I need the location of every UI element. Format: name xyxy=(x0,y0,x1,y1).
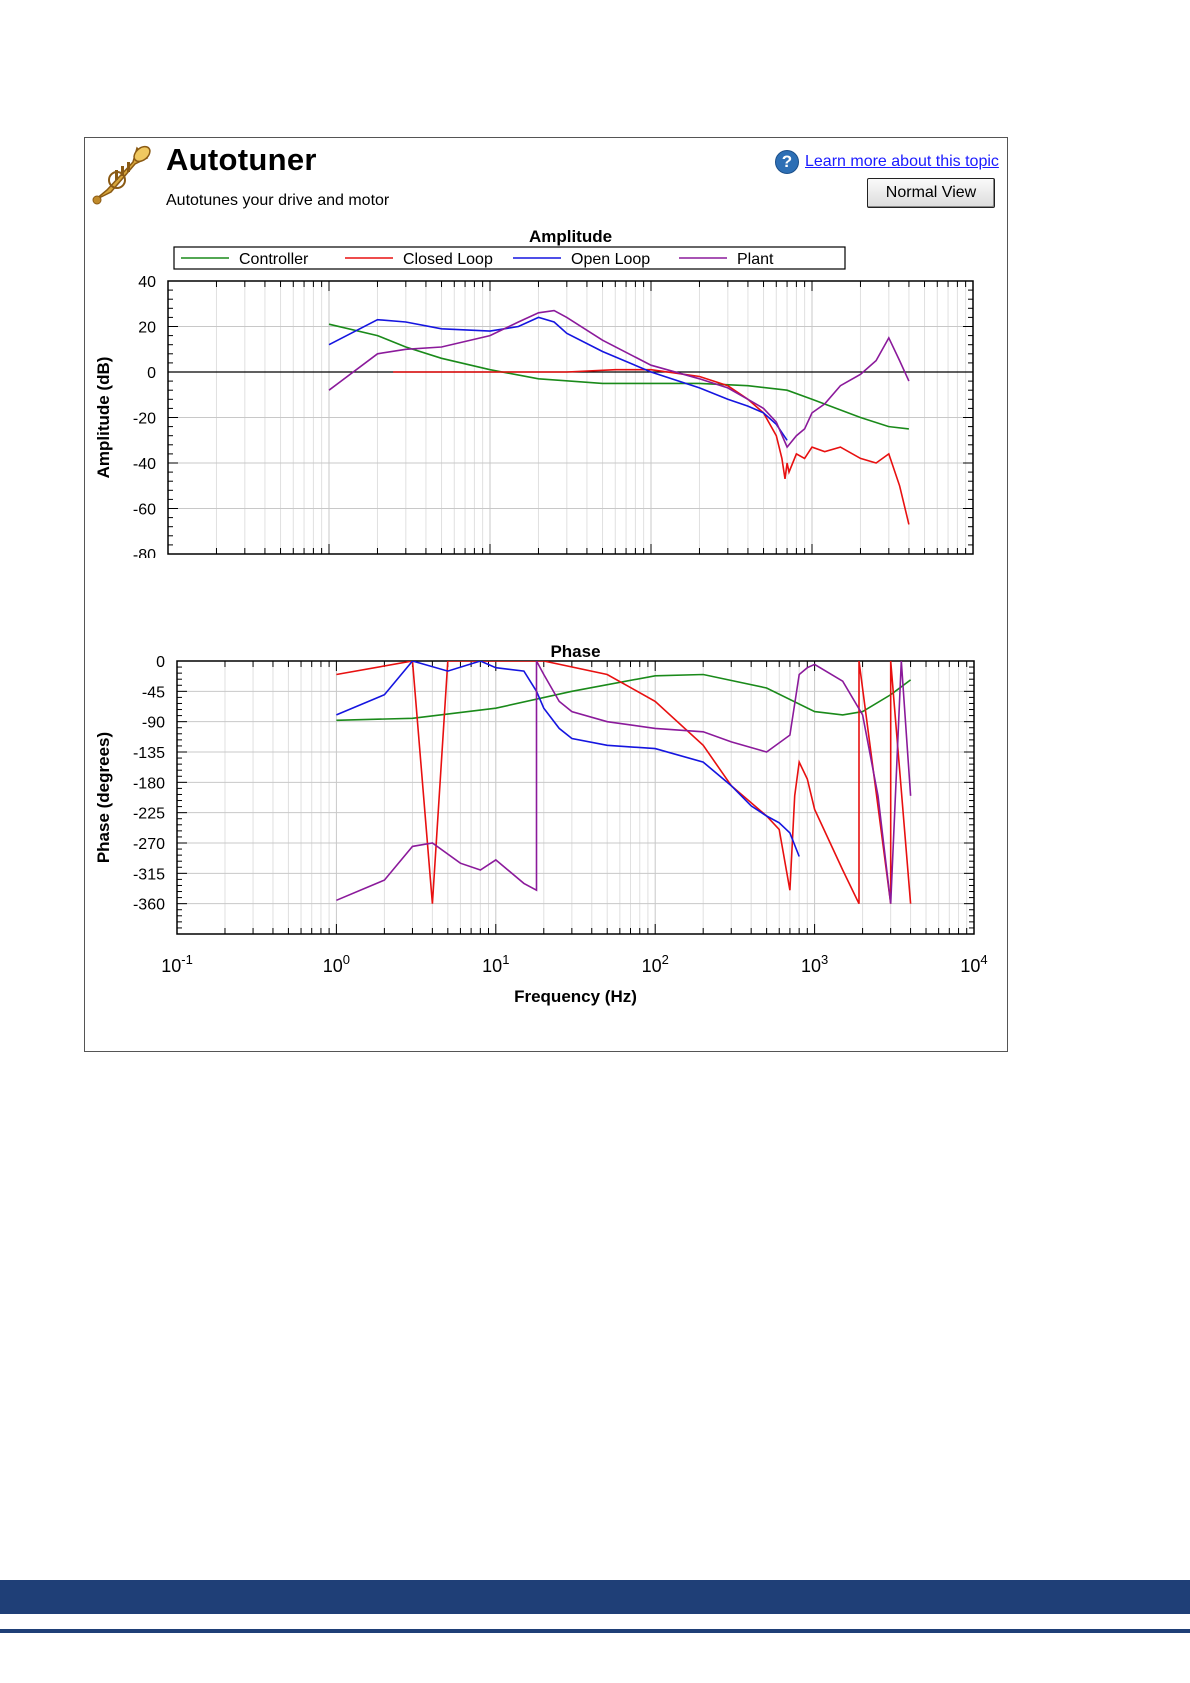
phase-xtick-label: 103 xyxy=(801,952,828,976)
phase-xtick-label: 101 xyxy=(482,952,509,976)
phase-xtick-label: 100 xyxy=(323,952,350,976)
amp-series-closed-loop xyxy=(393,368,910,525)
phase-xtick-label: 102 xyxy=(642,952,669,976)
legend-label-plant: Plant xyxy=(737,251,774,268)
amp-ylabel: Amplitude (dB) xyxy=(94,357,113,479)
amplitude-legend xyxy=(173,246,846,270)
phase-series-closed-loop xyxy=(336,661,912,905)
phase-series-plant xyxy=(336,661,912,904)
phase-title: Phase xyxy=(550,642,600,661)
phase-xlabel: Frequency (Hz) xyxy=(514,987,637,1006)
amp-plot-frame xyxy=(167,280,974,555)
amp-ytick-label: 40 xyxy=(138,274,156,291)
phase-plot-frame xyxy=(176,660,975,935)
normal-view-button[interactable]: Normal View xyxy=(867,178,995,208)
phase-ytick-label: -90 xyxy=(142,715,165,732)
amp-title: Amplitude xyxy=(529,227,612,246)
page-title: Autotuner xyxy=(166,142,317,177)
phase-xtick-label: 104 xyxy=(960,952,987,976)
amp-ytick-label: 20 xyxy=(138,320,156,337)
phase-ytick-label: -270 xyxy=(133,836,165,853)
phase-ytick-label: -180 xyxy=(133,775,165,792)
amp-series-controller xyxy=(328,323,909,430)
footer-line xyxy=(0,1629,1190,1633)
phase-ytick-label: -135 xyxy=(133,745,165,762)
autotuner-panel: Autotuner Autotunes your drive and motor… xyxy=(84,137,1008,1052)
page-subtitle: Autotunes your drive and motor xyxy=(166,192,390,209)
trumpet-icon xyxy=(92,145,151,205)
phase-xtick-label: 10-1 xyxy=(161,952,193,976)
phase-ylabel: Phase (degrees) xyxy=(94,732,113,863)
amplitude-chart: 40200-20-40-60-8010-1100101102103104Freq… xyxy=(94,227,974,558)
amp-ytick-label: -20 xyxy=(133,411,156,428)
phase-series-open-loop xyxy=(336,661,800,857)
amp-ytick-label: -60 xyxy=(133,502,156,519)
help-area: ? Learn more about this topic xyxy=(775,150,999,174)
footer-bar xyxy=(0,1580,1190,1614)
amp-series-plant xyxy=(328,309,910,449)
legend-label-controller: Controller xyxy=(239,251,309,268)
question-circle-icon[interactable]: ? xyxy=(775,150,799,174)
amp-ytick-label: -40 xyxy=(133,456,156,473)
phase-ytick-label: -360 xyxy=(133,897,165,914)
phase-series-controller xyxy=(336,673,912,722)
phase-ytick-label: -225 xyxy=(133,806,165,823)
amp-ytick-label: -80 xyxy=(133,547,156,558)
amp-ytick-label: 0 xyxy=(147,365,156,382)
learn-more-link[interactable]: Learn more about this topic xyxy=(805,153,999,170)
legend-label-closed-loop: Closed Loop xyxy=(403,251,493,268)
phase-ytick-label: 0 xyxy=(156,654,165,671)
legend-label-open-loop: Open Loop xyxy=(571,251,650,268)
amp-series-open-loop xyxy=(328,316,788,441)
phase-ytick-label: -45 xyxy=(142,684,165,701)
phase-ytick-label: -315 xyxy=(133,866,165,883)
